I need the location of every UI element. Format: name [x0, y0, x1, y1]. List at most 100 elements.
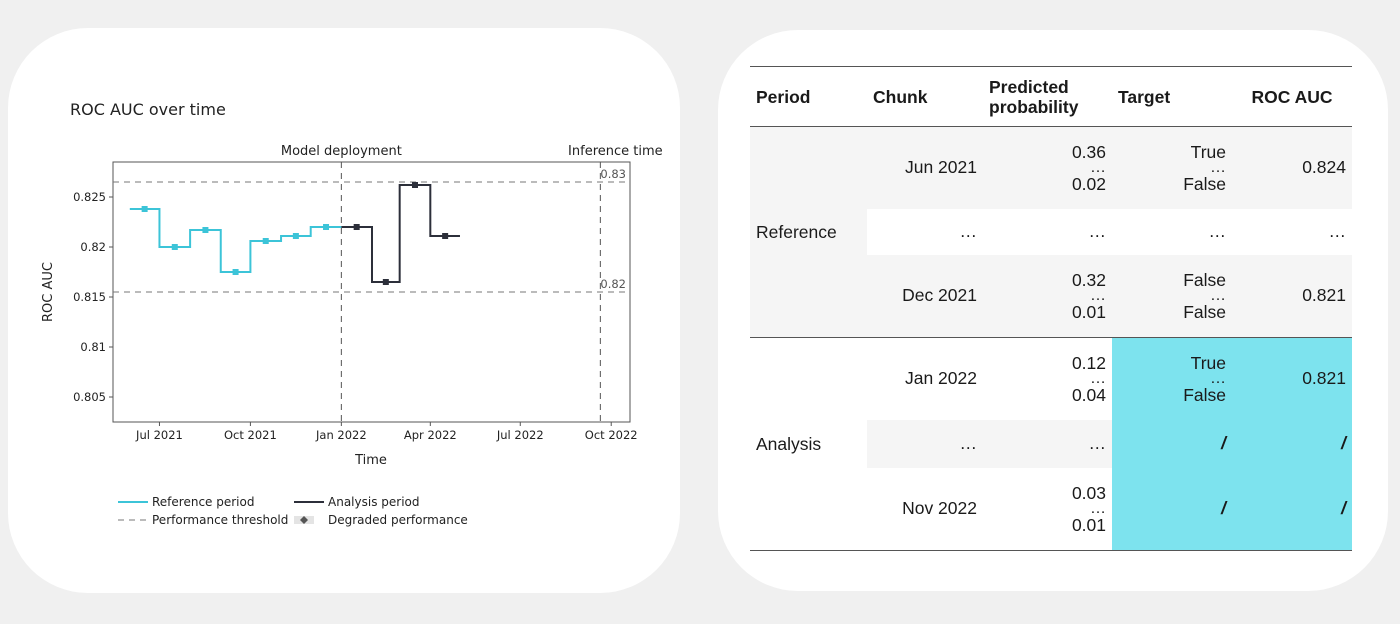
y-tick-label: 0.82 [80, 240, 106, 254]
predicted-probability-cell: … [983, 419, 1112, 468]
cell-value: 0.01 [1071, 301, 1106, 322]
chunk-cell: Dec 2021 [867, 254, 983, 338]
cell-stack: True… False [1118, 353, 1226, 405]
period-cell: Reference [750, 126, 867, 338]
cell-value: 0.32 [1071, 269, 1106, 290]
chunk-cell: … [867, 419, 983, 468]
chunk-cell: Jan 2022 [904, 368, 977, 389]
cell-value: 0.821 [1302, 285, 1346, 306]
cell-value: 0.04 [1071, 384, 1106, 405]
data-point [442, 233, 449, 239]
table-row: … … / / [750, 419, 1352, 468]
data-point [141, 206, 148, 212]
cell-value: … [1210, 158, 1226, 176]
cell-value: 0.824 [1302, 157, 1346, 178]
x-tick-label: Jul 2021 [135, 428, 183, 442]
cell-value: False [1183, 173, 1226, 194]
series-line [129, 208, 342, 273]
legend-label: Analysis period [328, 495, 419, 509]
x-axis-label: Time [354, 453, 387, 468]
cell-stack: True… False [1118, 142, 1226, 194]
cell-value: 0.821 [1302, 368, 1346, 389]
vertical-marker-label: Inference time [568, 144, 663, 159]
cell-value: … [1090, 286, 1106, 304]
header-roc-auc: ROC AUC [1232, 66, 1352, 127]
legend: Reference period Analysis period Performan… [118, 495, 468, 527]
data-point [202, 227, 209, 233]
header-target: Target [1112, 66, 1232, 127]
threshold-label: 0.83 [600, 167, 626, 181]
table-row: ………… [750, 209, 1352, 255]
cell-stack: False… False [1118, 270, 1226, 322]
chunk-cell: Jun 2021 [867, 126, 983, 209]
predicted-probability-cell: 0.12… 0.04 [983, 338, 1112, 420]
roc-auc-cell: / [1232, 467, 1352, 551]
cell-value: True [1190, 141, 1226, 162]
table-row: Analysis Jan 2022 0.12… 0.04 True… False 0.821 [750, 337, 1352, 551]
roc-auc-cell: / [1232, 419, 1352, 468]
predicted-probability-cell: … [983, 209, 1112, 255]
cell-stack: 0.12… 0.04 [989, 353, 1106, 405]
cell-stack: 0.03… 0.01 [989, 483, 1106, 535]
cell-value: … [1210, 369, 1226, 387]
header-chunk: Chunk [867, 66, 983, 127]
table-header-row: Period Chunk Predicted probability Targe… [750, 66, 1352, 127]
cell-value: 0.03 [1071, 482, 1106, 503]
threshold-layer: 0.83 0.82 [113, 167, 630, 293]
target-cell: / [1112, 467, 1232, 551]
cell-value: 0.36 [1071, 141, 1106, 162]
header-predicted-probability: Predicted probability [983, 66, 1112, 127]
cell-value: … [1088, 433, 1107, 453]
y-tick-label: 0.81 [80, 340, 106, 354]
y-tick-label: 0.825 [73, 190, 106, 204]
cell-value: … [1090, 369, 1106, 387]
vertical-marker-layer: Model deployment Inference time [281, 144, 663, 422]
data-point [382, 279, 389, 285]
roc-auc-cell: 0.821 [1232, 337, 1352, 420]
cell-value: … [1090, 158, 1106, 176]
table-row: Nov 2022 0.03… 0.01// [750, 467, 1352, 551]
y-tick-label: 0.805 [73, 390, 106, 404]
cell-value: False [1183, 384, 1226, 405]
predicted-probability-cell: 0.36… 0.02 [983, 126, 1112, 209]
cell-value: … [1210, 286, 1226, 304]
x-tick-label: Oct 2021 [224, 428, 277, 442]
y-tick-label: 0.815 [73, 290, 106, 304]
cell-value: … [1328, 221, 1347, 241]
data-point [323, 224, 330, 230]
cell-value: 0.02 [1071, 173, 1106, 194]
roc-auc-chart: ROC AUC over time 0.83 0.82 Model deploym… [41, 100, 663, 527]
roc-auc-cell: … [1232, 209, 1352, 255]
cell-value: … [1208, 221, 1227, 241]
legend-label: Degraded performance [328, 513, 468, 527]
table-row: Dec 2021 0.32… 0.01 False… False 0.821 [750, 254, 1352, 338]
cell-stack: 0.32… 0.01 [989, 270, 1106, 322]
y-axis-label: ROC AUC [41, 262, 56, 322]
cell-stack: 0.36… 0.02 [989, 142, 1106, 194]
target-cell: / [1112, 419, 1232, 468]
table-row: Reference Jun 2021 0.36… 0.02 True… False 0.82… [750, 126, 1352, 338]
target-cell: True… False [1112, 126, 1232, 209]
axis-layer: 0.805 0.81 0.815 0.82 0.825 Jul 2021 Oct 2021 J… [73, 190, 638, 442]
cell-value: 0.01 [1071, 514, 1106, 535]
predicted-probability-cell: 0.03… 0.01 [983, 467, 1112, 551]
cell-value: / [1221, 433, 1226, 453]
target-cell: True… False [1112, 337, 1232, 420]
cell-value: True [1190, 352, 1226, 373]
legend-diamond-icon [300, 516, 308, 524]
roc-auc-cell: 0.821 [1232, 254, 1352, 338]
predictions-table: Period Chunk Predicted probability Targe… [750, 66, 1352, 551]
roc-auc-cell: 0.824 [1232, 126, 1352, 209]
data-point [232, 269, 239, 275]
cell-value: / [1341, 498, 1346, 519]
cell-value: / [1221, 498, 1226, 519]
series-layer [129, 182, 460, 285]
cell-value: False [1183, 301, 1226, 322]
cell-value: False [1183, 269, 1226, 290]
cell-value: 0.12 [1071, 352, 1106, 373]
data-point [411, 182, 418, 188]
x-tick-label: Jan 2022 [315, 428, 367, 442]
header-period: Period [750, 66, 867, 127]
data-point [171, 244, 178, 250]
period-cell: Analysis [750, 337, 867, 551]
